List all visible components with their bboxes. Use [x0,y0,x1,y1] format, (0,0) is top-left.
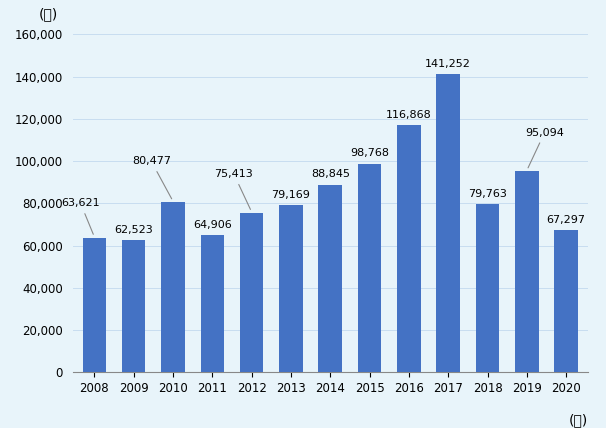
Bar [358,163,381,372]
Text: 67,297: 67,297 [547,215,585,225]
Bar [436,74,460,372]
Bar [161,202,185,372]
Text: 80,477: 80,477 [132,156,171,199]
Text: 75,413: 75,413 [215,169,253,209]
Bar [319,184,342,372]
Text: (台): (台) [39,7,59,21]
Text: 88,845: 88,845 [311,169,350,179]
Text: 116,868: 116,868 [386,110,432,120]
Text: 141,252: 141,252 [425,59,471,68]
Text: 62,523: 62,523 [115,225,153,235]
Bar [122,240,145,372]
Text: 95,094: 95,094 [525,128,564,168]
Text: 79,169: 79,169 [271,190,310,200]
Bar [397,125,421,372]
Text: 98,768: 98,768 [350,149,389,158]
Bar [476,204,499,372]
Bar [279,205,303,372]
Bar [82,238,106,372]
Text: 64,906: 64,906 [193,220,231,230]
Bar [201,235,224,372]
Bar [515,171,539,372]
Text: 79,763: 79,763 [468,188,507,199]
Text: (年): (年) [568,413,588,427]
Bar [240,213,264,372]
Bar [554,230,578,372]
Text: 63,621: 63,621 [61,198,100,234]
